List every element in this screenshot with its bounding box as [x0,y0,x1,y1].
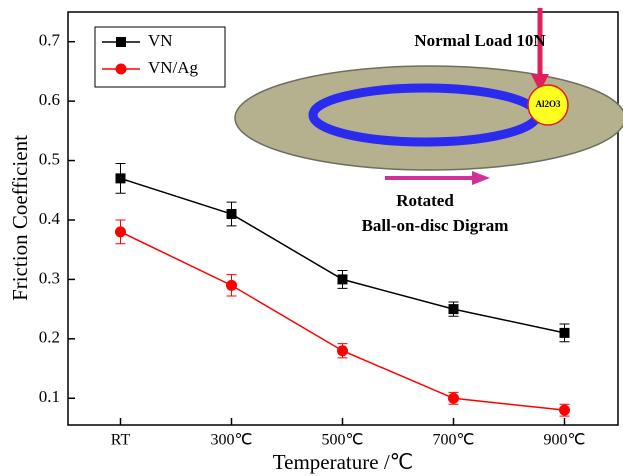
data-point [337,274,348,285]
legend-marker [115,63,127,75]
data-point [559,404,570,416]
legend-label: VN [148,31,173,50]
x-axis-title: Temperature /℃ [273,450,413,474]
data-point [115,226,126,238]
annotation: Al2O3 [535,99,561,109]
ball [527,84,569,126]
y-tick-label: 0.1 [39,387,60,406]
series-line [120,231,565,411]
y-tick-label: 0.7 [39,31,61,50]
annotation: Ball-on-disc Digram [362,216,509,235]
data-point [559,327,570,338]
rotation-arrowhead [472,171,490,185]
y-tick-label: 0.3 [39,268,60,287]
y-axis-title: Friction Coefficient [8,135,32,301]
series [115,219,570,417]
series [115,163,570,343]
data-point [226,279,237,291]
inset-diagram [234,8,623,185]
data-point [448,304,459,315]
data-point [337,345,348,357]
x-tick-label: 700℃ [433,432,475,449]
data-point [448,392,459,404]
legend-label: VN/Ag [148,58,199,77]
data-point [115,173,126,184]
x-tick-label: 300℃ [211,432,253,449]
x-tick-label: 900℃ [544,432,586,449]
y-tick-label: 0.5 [39,149,60,168]
data-point [226,209,237,220]
annotation: Rotated [396,191,454,210]
x-tick-label: RT [111,432,131,449]
legend-marker [116,37,126,47]
load-arrowhead [531,74,549,92]
y-tick-label: 0.6 [39,90,60,109]
series-line [120,177,565,334]
legend: VN VN/Ag [94,26,226,88]
disc [234,65,623,171]
y-tick-label: 0.4 [39,209,61,228]
annotation: Normal Load 10N [414,31,546,50]
x-tick-label: 500℃ [322,432,364,449]
y-tick-label: 0.2 [39,328,60,347]
